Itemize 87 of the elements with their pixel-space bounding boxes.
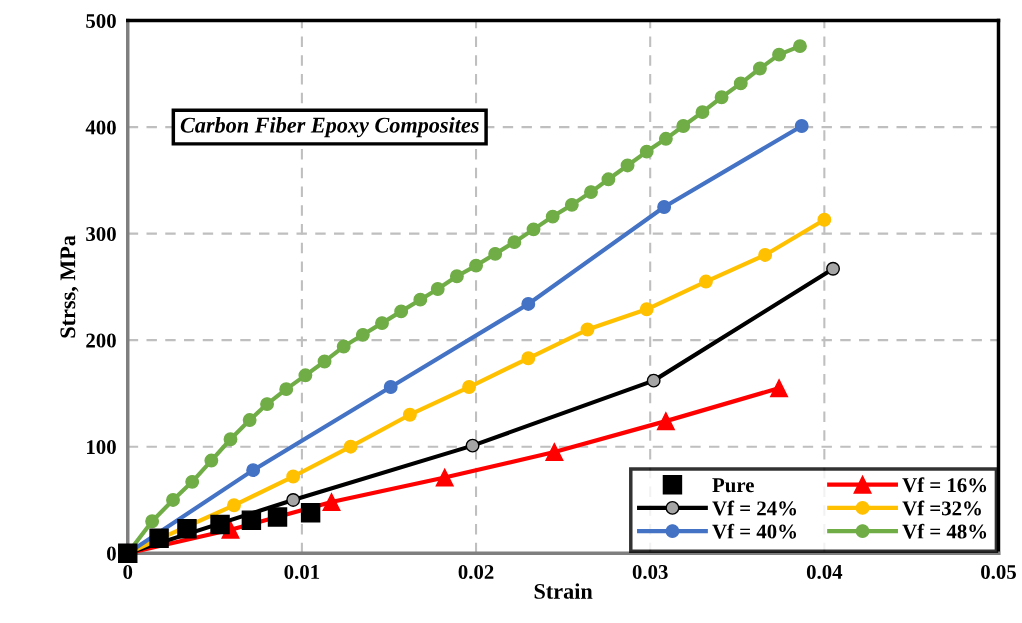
point (564, 197, 579, 212)
point (469, 258, 483, 273)
point (300, 503, 321, 523)
point (223, 432, 238, 447)
point (462, 380, 477, 394)
point (646, 373, 661, 388)
point (298, 368, 313, 383)
y-tick-label: 500 (86, 13, 116, 28)
legend-label: Vf = 40% (712, 523, 797, 539)
point (241, 510, 262, 530)
point (286, 493, 301, 507)
point (185, 474, 200, 489)
y-tick-label: 200 (86, 333, 116, 348)
point (772, 47, 787, 62)
point (413, 292, 428, 307)
point (698, 274, 713, 289)
point (770, 379, 789, 398)
x-tick-label: 0.01 (284, 564, 320, 580)
x-tick-label: 0.04 (806, 564, 843, 580)
point (676, 119, 691, 133)
point (793, 39, 807, 54)
legend-label: Vf = 16% (902, 477, 987, 493)
point (355, 327, 370, 342)
point (246, 463, 261, 478)
point (166, 493, 180, 507)
point (435, 468, 454, 487)
legend-label: Vf =32% (902, 500, 981, 516)
y-tick-label: 400 (85, 120, 116, 135)
point (204, 453, 219, 468)
point (465, 438, 480, 453)
point (521, 296, 536, 311)
x-tick-label: 0.05 (981, 564, 1016, 580)
point (817, 212, 832, 227)
point (286, 469, 301, 484)
point (752, 61, 767, 76)
point (375, 316, 389, 331)
point (826, 261, 840, 276)
point (177, 518, 197, 539)
y-axis-title: Strss, MPa (60, 235, 79, 338)
point (488, 246, 503, 261)
point (430, 282, 445, 296)
point (210, 514, 230, 535)
point (620, 158, 635, 173)
point (584, 185, 598, 200)
point (336, 339, 351, 354)
point (639, 144, 654, 159)
point (149, 528, 169, 549)
y-tick-label: 300 (86, 227, 116, 242)
point (322, 493, 341, 512)
y-tick-label: 0 (107, 546, 116, 561)
point (521, 351, 536, 366)
point (758, 247, 773, 262)
point (656, 412, 675, 431)
point (402, 407, 417, 422)
point (260, 397, 275, 412)
legend-label: Vf = 48% (902, 523, 987, 539)
point (657, 200, 672, 214)
point (580, 322, 595, 337)
point (601, 172, 616, 187)
point (545, 209, 560, 224)
point (279, 382, 294, 397)
point (317, 354, 332, 369)
point (267, 507, 288, 527)
y-tick-label: 100 (87, 440, 116, 455)
point (545, 442, 564, 462)
x-tick-label: 0.02 (458, 564, 494, 580)
point (242, 413, 257, 428)
annotation: Carbon Fiber Epoxy Composites (180, 117, 479, 138)
legend-label: Pure (712, 478, 754, 493)
point (507, 235, 522, 250)
legend-label: Vf = 24% (712, 500, 797, 516)
point (145, 514, 160, 529)
point (658, 131, 673, 146)
point (394, 304, 409, 319)
point (733, 76, 748, 91)
x-tick-label: 0.03 (632, 564, 668, 580)
x-axis-title: Strain (534, 583, 593, 599)
point (449, 269, 464, 284)
point (383, 380, 398, 394)
point (639, 302, 654, 317)
point (227, 498, 241, 513)
point (695, 105, 710, 120)
x-tick-label: 0 (123, 564, 133, 579)
point (794, 119, 809, 133)
point (714, 90, 729, 105)
point (343, 439, 358, 454)
point (526, 222, 541, 237)
